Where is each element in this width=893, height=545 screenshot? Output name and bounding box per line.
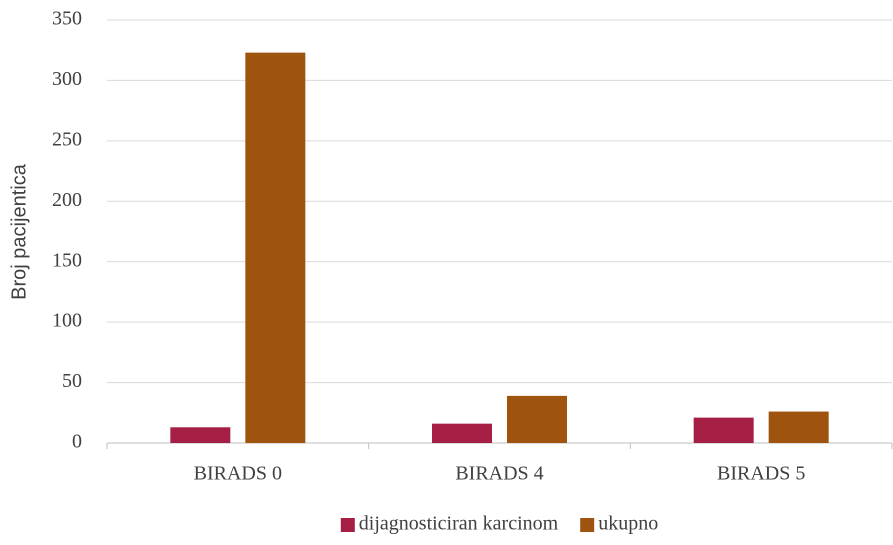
y-tick-label: 50 (62, 370, 82, 392)
y-tick-label: 200 (52, 189, 82, 211)
x-tick-label: BIRADS 4 (455, 463, 543, 485)
legend-swatch (580, 518, 595, 532)
bar (507, 395, 567, 443)
x-tick-label: BIRADS 0 (194, 463, 282, 485)
y-tick-label: 100 (52, 310, 82, 332)
y-tick-label: 300 (52, 68, 82, 90)
y-tick-label: 0 (72, 431, 82, 453)
legend-label: ukupno (598, 513, 658, 535)
y-axis-title: Broj pacijentica (8, 163, 30, 300)
y-tick-label: 150 (52, 249, 82, 271)
bar (693, 417, 754, 443)
legend-label: dijagnosticiran karcinom (359, 513, 559, 535)
y-tick-label: 250 (52, 128, 82, 150)
x-tick-label: BIRADS 5 (717, 463, 805, 485)
legend-swatch (340, 518, 355, 532)
bar (432, 423, 492, 443)
bar (245, 52, 306, 443)
bar (768, 411, 829, 443)
y-tick-label: 350 (52, 8, 82, 30)
bar (170, 427, 231, 443)
